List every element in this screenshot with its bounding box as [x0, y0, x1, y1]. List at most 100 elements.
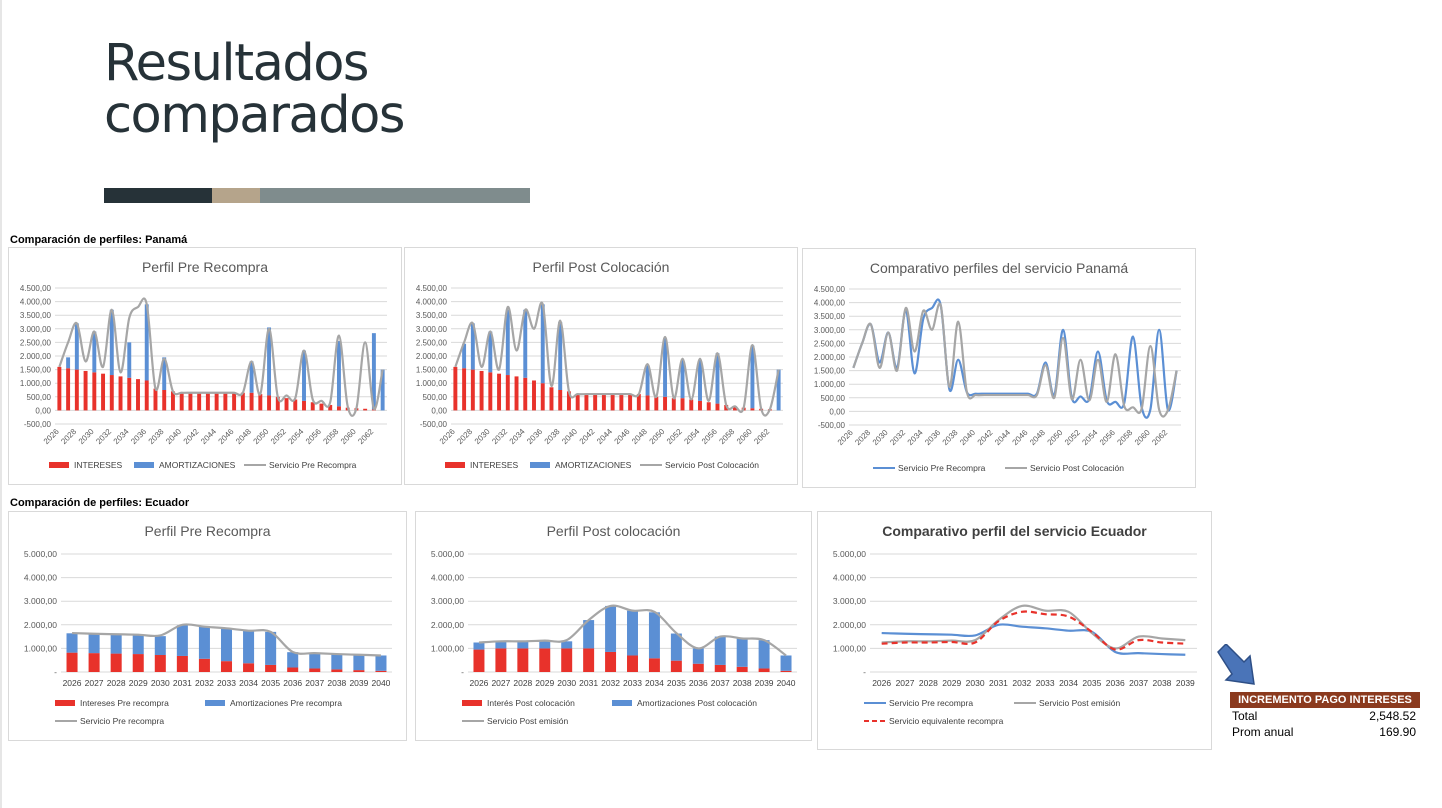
- y-tick-label: 1.000,00: [416, 379, 448, 388]
- series-line: [881, 610, 1186, 651]
- bar-amortization: [758, 640, 770, 669]
- bar-amortization: [627, 610, 638, 656]
- x-tick-label: 2054: [1080, 428, 1099, 447]
- x-tick-label: 2032: [888, 428, 907, 447]
- bar-interest: [170, 391, 175, 411]
- x-tick-label: 2037: [305, 678, 324, 688]
- bar-amortization: [645, 365, 650, 396]
- bar-interest: [561, 648, 573, 672]
- bar-amortization: [88, 634, 100, 654]
- bar-interest: [736, 666, 748, 672]
- y-tick-label: 1.000,00: [814, 380, 846, 389]
- bar-amortization: [331, 654, 343, 670]
- x-tick-label: 2026: [63, 678, 82, 688]
- bar-interest: [57, 366, 62, 411]
- y-tick-label: 3.500,00: [20, 311, 52, 320]
- x-tick-label: 2027: [896, 678, 915, 688]
- bar-amortization: [714, 636, 726, 665]
- y-tick-label: 2.500,00: [814, 339, 846, 348]
- x-tick-label: 2031: [579, 678, 598, 688]
- chart-title: Perfil Pre Recompra: [144, 523, 270, 539]
- y-tick-label: 3.000,00: [416, 325, 448, 334]
- y-tick-label: 2.000,00: [814, 353, 846, 362]
- bar-interest: [309, 668, 321, 672]
- x-tick-label: 2037: [1129, 678, 1148, 688]
- bar-interest: [732, 406, 737, 411]
- x-tick-label: 2026: [872, 678, 891, 688]
- bar-interest: [780, 670, 792, 672]
- x-tick-label: 2032: [490, 427, 509, 446]
- chart-panel-ecuador-comp: Comparativo perfil del servicio Ecuador -…: [817, 511, 1212, 750]
- x-tick-label: 2039: [755, 678, 774, 688]
- bar-interest: [267, 395, 272, 411]
- x-tick-label: 2046: [1011, 428, 1030, 447]
- y-tick-label: 5.000,00: [431, 549, 464, 559]
- x-tick-label: 2039: [349, 678, 368, 688]
- summary-header: INCREMENTO PAGO INTERESES: [1230, 692, 1420, 708]
- x-tick-label: 2050: [1046, 428, 1065, 447]
- bar-amortization: [220, 628, 233, 662]
- x-tick-label: 2037: [711, 678, 730, 688]
- x-tick-label: 2048: [630, 427, 649, 446]
- x-tick-label: 2042: [976, 428, 995, 447]
- bar-interest: [205, 392, 210, 411]
- bar-interest: [715, 403, 720, 411]
- bar-interest: [328, 404, 333, 411]
- y-tick-label: 5.000,00: [24, 549, 57, 559]
- y-tick-label: 1.000,00: [833, 643, 866, 653]
- x-tick-label: 2060: [1133, 428, 1152, 447]
- interest-increase-table: INCREMENTO PAGO INTERESES Total 2,548.52…: [1230, 692, 1420, 740]
- x-tick-label: 2026: [42, 427, 61, 446]
- bar-interest: [88, 653, 100, 672]
- legend-label: AMORTIZACIONES: [555, 460, 632, 470]
- x-tick-label: 2026: [470, 678, 489, 688]
- bar-amortization: [462, 343, 467, 369]
- x-tick-label: 2052: [665, 427, 684, 446]
- arrow-icon: [1217, 644, 1255, 685]
- bar-interest: [220, 661, 233, 672]
- y-tick-label: 4.500,00: [20, 284, 52, 293]
- legend-label: Servicio Post Colocación: [665, 460, 759, 470]
- x-tick-label: 2038: [1153, 678, 1172, 688]
- bar-amortization: [110, 634, 122, 654]
- x-tick-label: 2028: [853, 428, 872, 447]
- bar-amortization: [605, 605, 617, 652]
- legend-swatch: [55, 700, 75, 706]
- bar-interest: [179, 392, 184, 411]
- x-tick-label: 2046: [217, 427, 236, 446]
- bar-interest: [566, 391, 571, 411]
- bar-interest: [66, 368, 71, 411]
- y-tick-label: 0,00: [829, 407, 845, 416]
- bar-interest: [593, 394, 598, 411]
- bar-interest: [610, 394, 615, 411]
- x-tick-label: 2062: [752, 427, 771, 446]
- x-tick-label: 2058: [717, 427, 736, 446]
- x-tick-label: 2060: [339, 427, 358, 446]
- x-tick-label: 2034: [645, 678, 664, 688]
- bar-interest: [375, 670, 387, 672]
- bar-interest: [154, 655, 166, 672]
- x-tick-label: 2036: [923, 428, 942, 447]
- y-tick-label: 0,00: [35, 406, 51, 415]
- x-tick-label: 2042: [578, 427, 597, 446]
- chart-panel-panama-pre: Perfil Pre Recompra -500,00 0,00 500,00 1.00…: [8, 247, 402, 485]
- legend-label: INTERESES: [470, 460, 519, 470]
- bar-amortization: [558, 322, 563, 390]
- x-tick-label: 2052: [269, 427, 288, 446]
- bar-interest: [249, 392, 254, 411]
- bar-amortization: [176, 625, 188, 656]
- chart-title: Comparativo perfil del servicio Ecuador: [882, 523, 1147, 539]
- bar-interest: [74, 369, 79, 411]
- bar-amortization: [132, 635, 144, 655]
- summary-row: Prom anual 169.90: [1230, 724, 1420, 740]
- legend-label: Servicio Pre recompra: [889, 698, 973, 708]
- legend-label: Servicio equivalente recompra: [889, 716, 1004, 726]
- legend-label: Interés Post colocación: [487, 698, 575, 708]
- x-tick-label: 2038: [733, 678, 752, 688]
- bar-amortization: [371, 333, 376, 410]
- bar-interest: [671, 398, 676, 411]
- bar-amortization: [127, 342, 132, 378]
- series-line: [852, 302, 1178, 418]
- bar-interest: [497, 373, 502, 411]
- bar-amortization: [353, 654, 365, 671]
